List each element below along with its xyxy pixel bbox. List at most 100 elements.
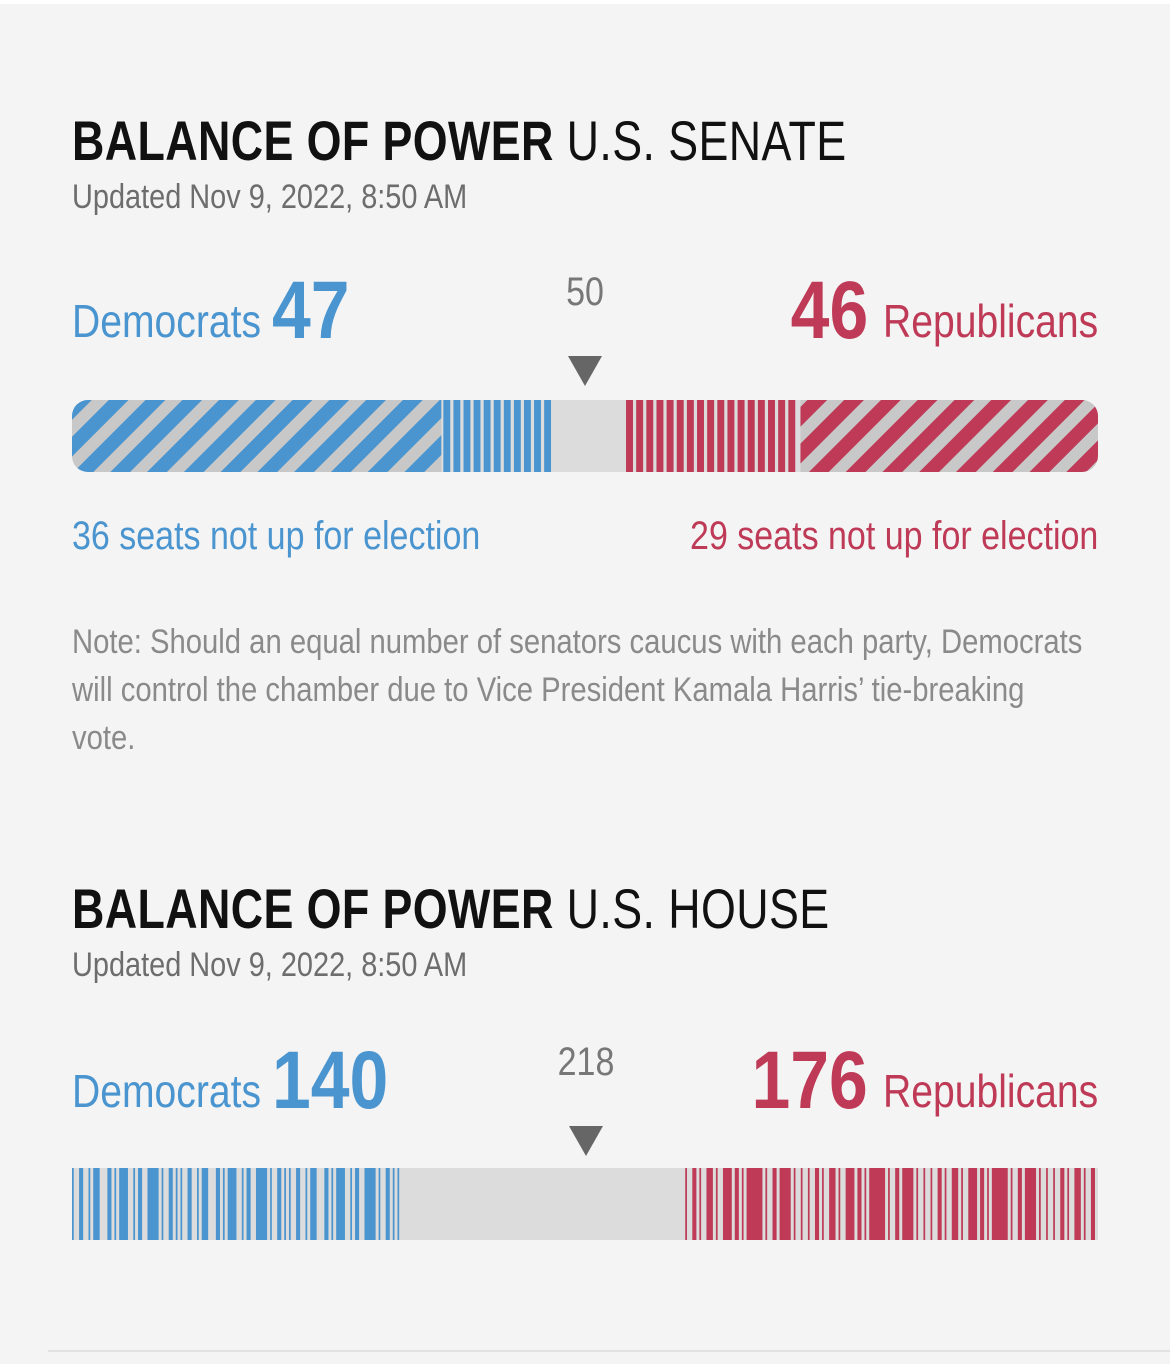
house-dem-seat-block bbox=[385, 1168, 390, 1240]
senate-dem-seat bbox=[483, 400, 491, 472]
house-dem-seat-block bbox=[133, 1168, 136, 1240]
house-dem-seat-block bbox=[255, 1168, 268, 1240]
house-dem-seat-block bbox=[107, 1168, 112, 1240]
house-rep-seat-block bbox=[734, 1168, 739, 1240]
house-rep-seat-block bbox=[916, 1168, 919, 1240]
house-title-strong: BALANCE OF POWER bbox=[72, 877, 554, 940]
senate-rep-seat bbox=[788, 400, 796, 472]
house-dem-seat-block bbox=[119, 1168, 128, 1240]
senate-seat-bar bbox=[72, 400, 1098, 472]
house-rep-seat-block bbox=[902, 1168, 914, 1240]
house-dem-seat-block bbox=[187, 1168, 192, 1240]
house-dem-seat-block bbox=[350, 1168, 353, 1240]
house-rep-seat-block bbox=[685, 1168, 687, 1240]
senate-updated: Updated Nov 9, 2022, 8:50 AM bbox=[72, 178, 468, 216]
senate-rep-seat bbox=[737, 400, 745, 472]
senate-title-strong: BALANCE OF POWER bbox=[72, 109, 554, 172]
house-dem-seat-block bbox=[215, 1168, 220, 1240]
house-dem-seat-block bbox=[114, 1168, 117, 1240]
house-rep-seat-block bbox=[807, 1168, 810, 1240]
house-rep-seat-block bbox=[838, 1168, 841, 1240]
house-rep-seat-block bbox=[1083, 1168, 1086, 1240]
senate-rep-seat bbox=[768, 400, 775, 472]
senate-rep-seat bbox=[656, 400, 664, 472]
house-dem-seat-block bbox=[241, 1168, 244, 1240]
house-dem-seat-block bbox=[180, 1168, 183, 1240]
house-dem-seat-block bbox=[93, 1168, 100, 1240]
house-rep-seat-block bbox=[793, 1168, 796, 1240]
house-dem-seat-block bbox=[138, 1168, 143, 1240]
house-dem-seat-block bbox=[222, 1168, 225, 1240]
house-rep-seat-block bbox=[1067, 1168, 1070, 1240]
house-dem-seat-block bbox=[296, 1168, 301, 1240]
house-updated: Updated Nov 9, 2022, 8:50 AM bbox=[72, 946, 468, 984]
house-rep-seat-block bbox=[923, 1168, 926, 1240]
house-rep-seat-block bbox=[772, 1168, 777, 1240]
house-title: BALANCE OF POWER U.S. HOUSE bbox=[72, 878, 893, 940]
house-rep-seat-block bbox=[746, 1168, 763, 1240]
house-rep-seat-block bbox=[869, 1168, 886, 1240]
senate-rep-seat bbox=[626, 400, 633, 472]
house-majority-marker-icon bbox=[569, 1126, 604, 1156]
house-dem-seat-block bbox=[277, 1168, 282, 1240]
house-rep-seat-block bbox=[968, 1168, 978, 1240]
senate-dem-seat bbox=[463, 400, 471, 472]
senate-rep-count: 46 bbox=[790, 265, 868, 356]
house-dem-seat-block bbox=[397, 1168, 400, 1240]
house-rep-seat-block bbox=[715, 1168, 718, 1240]
house-dem-seat-block bbox=[364, 1168, 376, 1240]
house-count-row: Democrats 140 218 176 Republicans bbox=[72, 1032, 1098, 1142]
house-rep-seat-block bbox=[1090, 1168, 1095, 1240]
senate-dem-count: 47 bbox=[272, 265, 350, 356]
senate-section: BALANCE OF POWER U.S. SENATE Updated Nov… bbox=[72, 110, 1098, 770]
house-undecided-segment bbox=[72, 1168, 1098, 1240]
house-dem-count: 140 bbox=[272, 1035, 389, 1126]
senate-dem-seat bbox=[503, 400, 511, 472]
house-rep-seat-block bbox=[765, 1168, 768, 1240]
senate-rep-seat bbox=[686, 400, 694, 472]
house-rep-seat-block bbox=[991, 1168, 1008, 1240]
house-rep-seat-block bbox=[814, 1168, 820, 1240]
house-rep-seat-block bbox=[930, 1168, 933, 1240]
house-rep-seat-block bbox=[944, 1168, 947, 1240]
senate-rep-not-up-segment bbox=[800, 400, 1098, 472]
house-rep-seat-block bbox=[1024, 1168, 1037, 1240]
house-dem-seat-block bbox=[284, 1168, 286, 1240]
senate-dem-not-up: 36 seats not up for election bbox=[72, 514, 481, 558]
senate-rep-seat bbox=[747, 400, 755, 472]
senate-rep-seat bbox=[757, 400, 765, 472]
house-rep-seat-block bbox=[845, 1168, 855, 1240]
house-rep-seat-block bbox=[1046, 1168, 1048, 1240]
senate-dem-seat bbox=[473, 400, 481, 472]
house-rep-label: Republicans bbox=[882, 1065, 1098, 1117]
house-dem-seat-block bbox=[197, 1168, 199, 1240]
house-dem-seat-block bbox=[355, 1168, 360, 1240]
house-dem-seat-block bbox=[310, 1168, 317, 1240]
house-rep-seat-block bbox=[741, 1168, 744, 1240]
house-rep-seat-block bbox=[864, 1168, 867, 1240]
house-rep-seat-block bbox=[1074, 1168, 1081, 1240]
senate-dem-not-up-segment bbox=[72, 400, 442, 472]
senate-rep-not-up: 29 seats not up for election bbox=[689, 514, 1098, 558]
house-dem-seat-block bbox=[288, 1168, 291, 1240]
house-majority-label: 218 bbox=[557, 1040, 615, 1084]
senate-rep-seat bbox=[778, 400, 786, 472]
house-dem-label: Democrats bbox=[72, 1065, 262, 1117]
senate-rep-seat bbox=[636, 400, 644, 472]
divider bbox=[48, 1350, 1170, 1352]
house-rep-seat-block bbox=[1010, 1168, 1013, 1240]
house-dem-seat-block bbox=[378, 1168, 381, 1240]
senate-rep-seat bbox=[717, 400, 725, 472]
house-dem-seat-block bbox=[201, 1168, 209, 1240]
house-rep-seat-block bbox=[1053, 1168, 1055, 1240]
house-dem-seat-block bbox=[324, 1168, 329, 1240]
senate-dem-seat bbox=[443, 400, 451, 472]
house-dem-seat-block bbox=[147, 1168, 159, 1240]
senate-note: Note: Should an equal number of senators… bbox=[72, 623, 1083, 757]
house-rep-seat-block bbox=[987, 1168, 989, 1240]
house-rep-seat-block bbox=[822, 1168, 824, 1240]
house-rep-seat-block bbox=[692, 1168, 697, 1240]
senate-dem-seat bbox=[453, 400, 461, 472]
senate-dem-seat bbox=[493, 400, 501, 472]
